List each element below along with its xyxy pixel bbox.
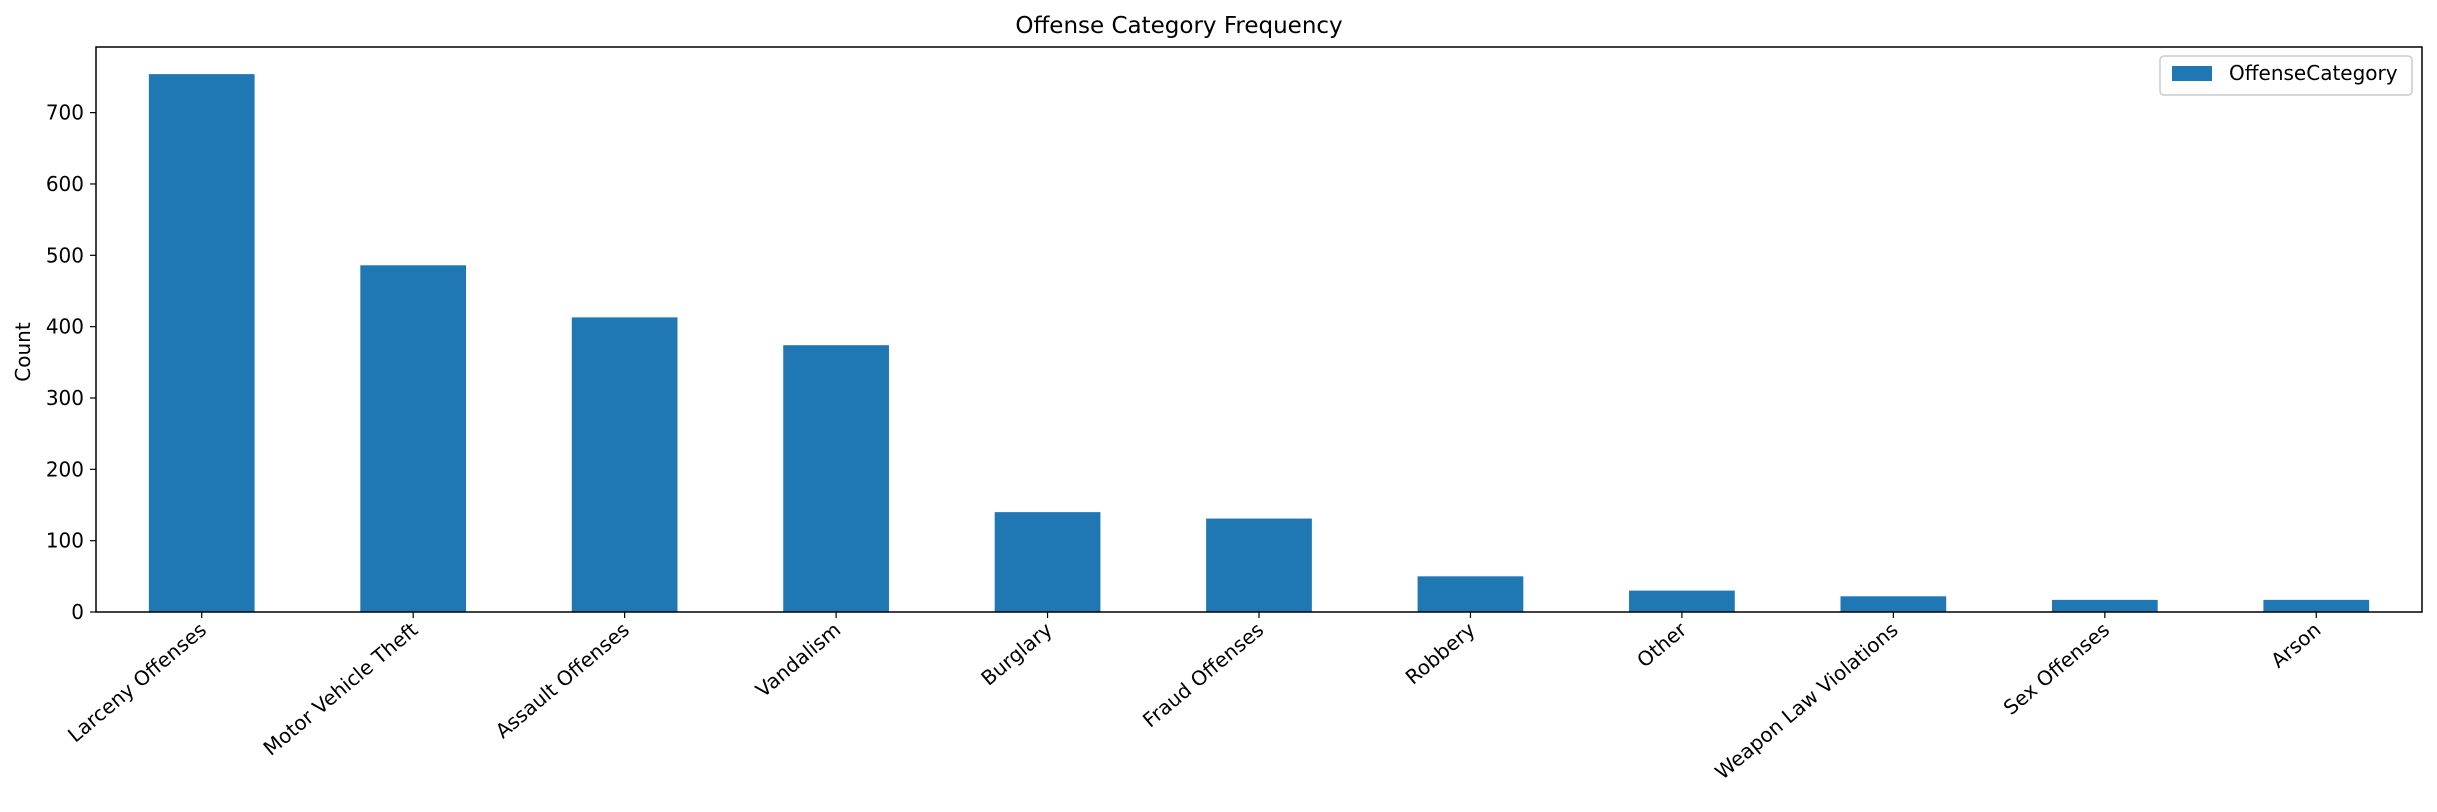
x-tick-label: Arson [2266, 617, 2325, 672]
plot-frame [95, 46, 2423, 613]
x-axis-ticks: Larceny Offenses Motor Vehicle Theft Assau… [63, 612, 2325, 784]
x-tick-label: Larceny Offenses [63, 617, 211, 747]
bar [1629, 590, 1735, 612]
y-tick-label: 100 [46, 529, 84, 553]
y-axis-ticks: 0 100 200 300 400 500 600 700 [46, 101, 96, 624]
x-tick-label: Burglary [976, 617, 1057, 690]
legend-frame [2159, 55, 2413, 96]
y-tick-label: 300 [46, 386, 84, 410]
bar [1417, 576, 1524, 612]
y-tick-label: 600 [46, 172, 84, 196]
legend-label: OffenseCategory [2229, 61, 2398, 85]
bar [2051, 599, 2158, 612]
bar [1840, 596, 1947, 612]
y-tick-label: 700 [46, 101, 84, 125]
x-tick-label: Sex Offenses [1999, 617, 2114, 719]
x-tick-label: Robbery [1401, 617, 1480, 689]
x-tick-label: Weapon Law Violations [1710, 617, 1902, 784]
legend-swatch [2172, 66, 2212, 81]
bar [148, 74, 255, 613]
bar [1206, 518, 1312, 612]
x-tick-label: Other [1632, 617, 1692, 672]
legend: OffenseCategory [2159, 55, 2413, 96]
y-tick-label: 200 [46, 457, 84, 481]
y-tick-label: 0 [71, 600, 84, 624]
x-tick-label: Fraud Offenses [1138, 617, 1268, 732]
y-axis-label: Count [11, 322, 35, 382]
chart-title: Offense Category Frequency [1015, 13, 1342, 39]
bar [2263, 599, 2370, 612]
bar [571, 317, 678, 612]
x-tick-label: Motor Vehicle Theft [259, 617, 423, 760]
y-tick-label: 400 [46, 315, 84, 339]
bar [994, 512, 1101, 612]
bars-group [148, 74, 2370, 613]
bar [360, 265, 467, 612]
y-tick-label: 500 [46, 243, 84, 267]
x-tick-label: Vandalism [751, 617, 845, 702]
x-tick-label: Assault Offenses [491, 617, 634, 743]
bar [783, 345, 889, 612]
